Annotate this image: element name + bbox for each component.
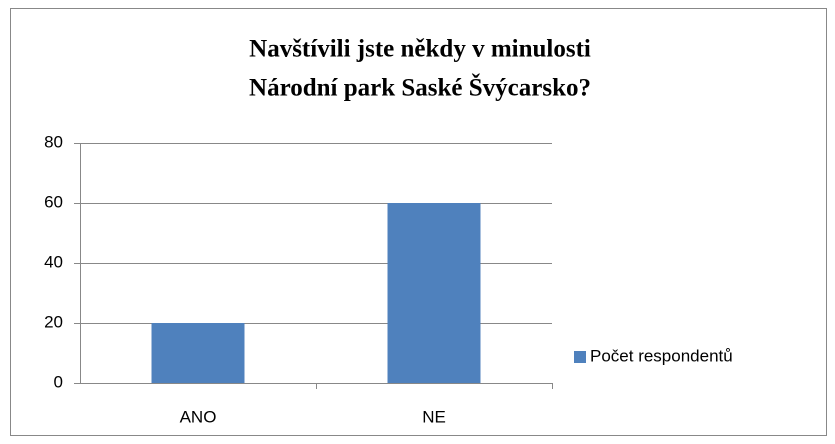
- bar: [387, 203, 481, 383]
- chart-title: Národní park Saské Švýcarsko?: [249, 74, 591, 102]
- legend-swatch: [574, 351, 586, 363]
- bar: [151, 323, 245, 383]
- x-tick-label: ANO: [180, 407, 217, 426]
- y-tick-label: 60: [44, 192, 63, 211]
- legend-label: Počet respondentů: [590, 346, 733, 365]
- y-tick-label: 20: [44, 312, 63, 331]
- y-tick-label: 80: [44, 132, 63, 151]
- y-tick-label: 40: [44, 252, 63, 271]
- y-tick-label: 0: [54, 372, 63, 391]
- x-tick-label: NE: [422, 407, 446, 426]
- chart-title: Navštívili jste někdy v minulosti: [249, 36, 591, 63]
